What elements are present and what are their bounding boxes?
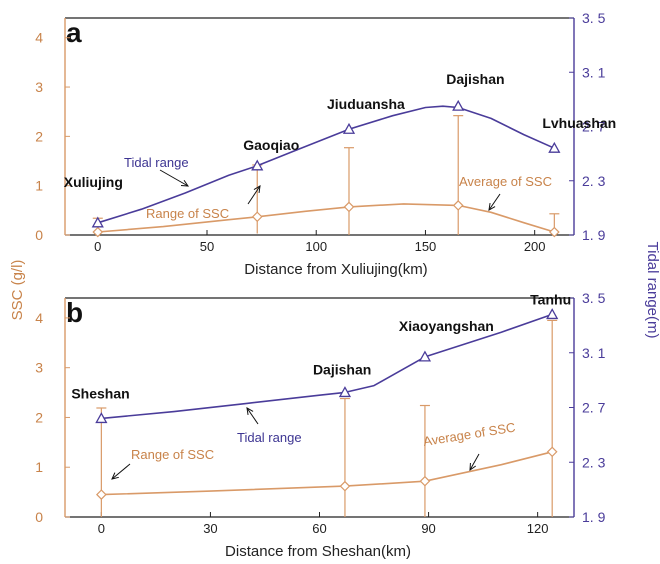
panel-b-tidal-range-point	[95, 412, 108, 424]
panel-b-ssc-average-point	[339, 480, 351, 492]
panel-a-ssc-average-point	[92, 226, 104, 238]
panel-a-annotation-arrowhead	[488, 203, 496, 211]
panel-a-annotation-arrow	[247, 185, 261, 205]
panel-a-letter: a	[66, 17, 82, 48]
panel-a-left-tick-label: 3	[35, 79, 43, 95]
panel-a-x-tick-label: 100	[305, 239, 327, 254]
panel-b-tidal-range-point	[546, 308, 559, 320]
panel-b-tidal-range-point	[338, 386, 352, 398]
panel-a-right-tick-label: 2. 7	[582, 119, 606, 135]
panel-b-x-tick-label: 30	[203, 521, 217, 536]
panel-a-series-line-tidal-range	[97, 105, 555, 224]
panel-a-x-tick-label: 200	[524, 239, 546, 254]
panel-a-annotation-arrowhead	[253, 185, 261, 194]
panel-a-right-tick-label: 3. 5	[582, 10, 606, 26]
plot-area-a: 0 1 2 3 4 1. 9 2. 3 2. 7 3. 1 3. 5 0 50 100 150 200 Xul…	[35, 10, 616, 254]
panel-b-annotation-arrowhead	[246, 407, 254, 415]
panel-b-tidal-range-point	[418, 350, 432, 362]
panel-b-annotation-arrow	[111, 463, 131, 480]
panel-b: b 0 1 2 3 4 1. 9 2. 3 2. 7 3. 1 3. 5 0 30 60 90 120 She…	[35, 290, 605, 560]
panel-a-average-of-ssc-annotation: Average of SSC	[459, 174, 552, 189]
panel-a-tidal-range-point	[452, 99, 465, 111]
panel-a-station-label: Jiuduansha	[327, 96, 405, 112]
panel-a-annotation-arrowhead	[180, 179, 189, 187]
panel-a-station-label: Lvhuashan	[542, 115, 616, 131]
panel-b-right-tick-label: 1. 9	[582, 509, 606, 525]
panel-b-station-label: Xiaoyangshan	[399, 318, 494, 334]
panel-b-right-tick-label: 2. 7	[582, 400, 606, 416]
panel-b-station-label: Sheshan	[71, 385, 129, 401]
panel-b-x-label: Distance from Sheshan(km)	[225, 543, 411, 560]
panel-b-x-tick-label: 120	[527, 521, 549, 536]
panel-a-ssc-average-point	[548, 226, 560, 238]
panel-b-series-line-average-of-ssc	[101, 451, 553, 496]
panel-a-tidal-range-point	[91, 216, 104, 228]
panel-a-x-tick-label: 50	[200, 239, 214, 254]
right-axis-label: Tidal range(m)	[644, 242, 660, 339]
panel-b-left-tick-label: 2	[35, 409, 43, 425]
panel-b-average-of-ssc-annotation: Average of SSC	[422, 420, 516, 449]
panel-a-annotation-arrow	[159, 169, 189, 187]
plot-area-b: 0 1 2 3 4 1. 9 2. 3 2. 7 3. 1 3. 5 0 30 60 90 120 Shesh…	[35, 290, 605, 536]
panel-a-tidal-range-point	[548, 141, 561, 153]
panel-a-x-tick-label: 0	[94, 239, 101, 254]
panel-b-right-tick-label: 3. 5	[582, 290, 606, 306]
panel-b-right-tick-label: 2. 3	[582, 454, 606, 470]
panel-a-left-tick-label: 2	[35, 128, 43, 144]
panel-a-tidal-range-point	[342, 122, 356, 134]
panel-a-right-tick-label: 3. 1	[582, 64, 606, 80]
panel-a-annotation-arrow	[488, 193, 501, 211]
panel-a-ssc-average-point	[251, 211, 263, 223]
panel-b-x-tick-label: 90	[421, 521, 435, 536]
panel-a-station-label: Gaoqiao	[243, 137, 299, 153]
panel-b-left-tick-label: 3	[35, 360, 43, 376]
panel-a-x-tick-label: 150	[415, 239, 437, 254]
panel-b-left-tick-label: 0	[35, 509, 43, 525]
panel-b-annotation-arrowhead	[469, 462, 477, 472]
panel-a: a 0 1 2 3 4 1. 9 2. 3 2. 7 3. 1 3. 5 0 50 100 150 200 X…	[35, 10, 616, 278]
panel-b-station-label: Dajishan	[313, 361, 371, 377]
panel-a-range-of-ssc-annotation: Range of SSC	[146, 206, 229, 221]
panel-a-ssc-average-point	[452, 200, 464, 211]
panel-b-annotation-arrowhead	[111, 472, 119, 480]
panel-a-station-label: Xuliujing	[64, 174, 123, 190]
panel-a-right-tick-label: 1. 9	[582, 227, 606, 243]
panel-b-annotation-arrow	[246, 407, 259, 425]
panel-a-left-tick-label: 4	[35, 30, 43, 46]
panel-b-annotation-arrow	[469, 453, 480, 471]
panel-b-ssc-average-point	[96, 489, 107, 500]
panel-a-left-tick-label: 1	[35, 178, 43, 194]
panel-b-x-tick-label: 60	[312, 521, 326, 536]
panel-b-left-tick-label: 4	[35, 310, 43, 326]
panel-a-right-tick-label: 2. 3	[582, 173, 606, 189]
panel-b-left-tick-label: 1	[35, 459, 43, 475]
panel-a-left-tick-label: 0	[35, 227, 43, 243]
panel-a-station-label: Dajishan	[446, 71, 504, 87]
panel-a-ssc-average-point	[343, 201, 355, 213]
panel-a-tidal-range-annotation: Tidal range	[124, 155, 189, 170]
panel-a-tidal-range-point	[251, 159, 264, 171]
panel-b-ssc-average-point	[546, 446, 558, 458]
left-axis-label: SSC (g/l)	[9, 260, 26, 321]
panel-b-tidal-range-annotation: Tidal range	[237, 430, 302, 445]
panel-b-right-tick-label: 3. 1	[582, 345, 606, 361]
panel-b-range-of-ssc-annotation: Range of SSC	[131, 447, 214, 462]
panel-b-station-label: Tanhu	[530, 291, 571, 307]
panel-b-ssc-average-point	[419, 475, 431, 487]
panel-a-x-label: Distance from Xuliujing(km)	[244, 261, 427, 278]
panel-b-letter: b	[66, 297, 83, 328]
panel-b-x-tick-label: 0	[98, 521, 105, 536]
